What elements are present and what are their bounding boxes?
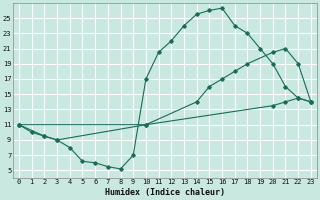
X-axis label: Humidex (Indice chaleur): Humidex (Indice chaleur) xyxy=(105,188,225,197)
